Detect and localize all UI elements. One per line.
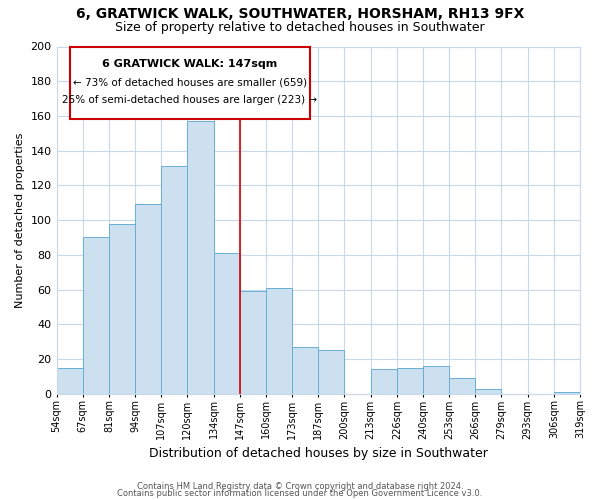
Text: 6 GRATWICK WALK: 147sqm: 6 GRATWICK WALK: 147sqm bbox=[103, 58, 278, 68]
Bar bbox=[266, 288, 292, 394]
Bar bbox=[449, 378, 475, 394]
Text: 25% of semi-detached houses are larger (223) →: 25% of semi-detached houses are larger (… bbox=[62, 95, 317, 105]
Text: Contains public sector information licensed under the Open Government Licence v3: Contains public sector information licen… bbox=[118, 489, 482, 498]
Bar bbox=[423, 366, 449, 394]
Bar bbox=[109, 224, 135, 394]
FancyBboxPatch shape bbox=[70, 46, 310, 120]
Text: Size of property relative to detached houses in Southwater: Size of property relative to detached ho… bbox=[115, 21, 485, 34]
X-axis label: Distribution of detached houses by size in Southwater: Distribution of detached houses by size … bbox=[149, 447, 488, 460]
Text: ← 73% of detached houses are smaller (659): ← 73% of detached houses are smaller (65… bbox=[73, 78, 307, 88]
Bar bbox=[83, 238, 109, 394]
Bar bbox=[240, 292, 266, 394]
Bar bbox=[397, 368, 423, 394]
Bar bbox=[135, 204, 161, 394]
Text: 6, GRATWICK WALK, SOUTHWATER, HORSHAM, RH13 9FX: 6, GRATWICK WALK, SOUTHWATER, HORSHAM, R… bbox=[76, 8, 524, 22]
Y-axis label: Number of detached properties: Number of detached properties bbox=[15, 132, 25, 308]
Bar bbox=[161, 166, 187, 394]
Bar bbox=[554, 392, 580, 394]
Bar bbox=[187, 121, 214, 394]
Bar bbox=[475, 388, 502, 394]
Bar bbox=[214, 253, 240, 394]
Bar bbox=[371, 370, 397, 394]
Bar bbox=[56, 368, 83, 394]
Bar bbox=[292, 347, 318, 394]
Bar bbox=[318, 350, 344, 394]
Text: Contains HM Land Registry data © Crown copyright and database right 2024.: Contains HM Land Registry data © Crown c… bbox=[137, 482, 463, 491]
